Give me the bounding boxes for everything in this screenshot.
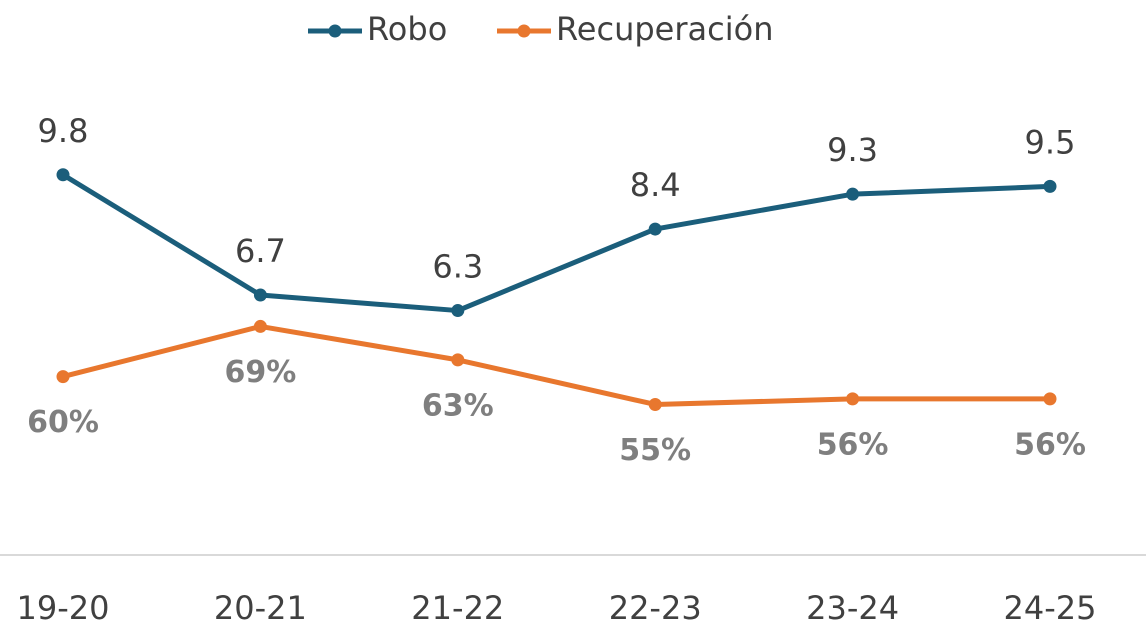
data-label: 56% — [1014, 427, 1086, 462]
data-point — [1043, 392, 1057, 406]
data-label: 6.7 — [235, 232, 286, 270]
data-point — [648, 222, 662, 236]
data-point — [253, 319, 267, 333]
data-point — [846, 392, 860, 406]
data-label: 9.5 — [1025, 123, 1076, 161]
data-label: 60% — [27, 405, 99, 440]
legend-marker — [517, 24, 531, 38]
x-tick-label: 24-25 — [1004, 589, 1097, 627]
data-point — [846, 187, 860, 201]
data-point — [56, 168, 70, 182]
x-tick-label: 21-22 — [411, 589, 504, 627]
data-label: 9.8 — [38, 112, 89, 150]
data-point — [1043, 179, 1057, 193]
data-point — [253, 288, 267, 302]
x-tick-label: 22-23 — [609, 589, 702, 627]
data-label: 63% — [422, 388, 494, 423]
legend-label: Robo — [367, 10, 447, 48]
data-point — [451, 304, 465, 318]
data-point — [56, 370, 70, 384]
series-line — [61, 172, 1051, 314]
data-label: 8.4 — [630, 166, 681, 204]
data-point — [648, 397, 662, 411]
data-point — [451, 353, 465, 367]
legend-marker — [328, 24, 342, 38]
x-tick-label: 20-21 — [214, 589, 307, 627]
series-line — [62, 323, 1050, 407]
data-label: 69% — [224, 355, 296, 390]
data-label: 56% — [817, 427, 889, 462]
data-label: 9.3 — [827, 131, 878, 169]
data-label: 55% — [619, 433, 691, 468]
x-tick-label: 19-20 — [17, 589, 110, 627]
data-label: 6.3 — [432, 248, 483, 286]
legend-label: Recuperación — [556, 10, 773, 48]
x-tick-label: 23-24 — [806, 589, 899, 627]
